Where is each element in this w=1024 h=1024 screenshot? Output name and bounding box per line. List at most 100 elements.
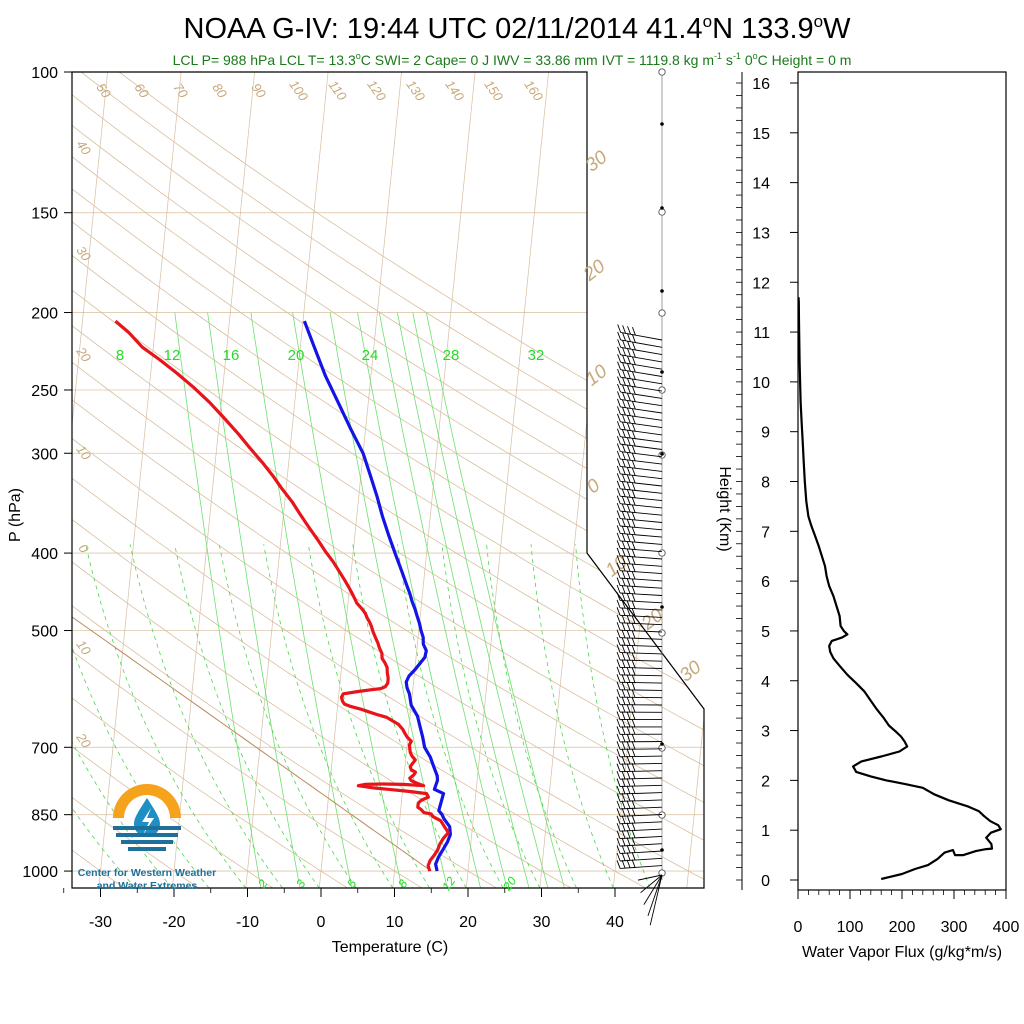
mixing-ratio-line (250, 312, 353, 888)
mixing-ratio-line (396, 312, 530, 888)
isotherm-line (98, 72, 182, 888)
skewt-background (72, 72, 842, 888)
y-tick-label: 500 (31, 624, 58, 641)
wind-barb (616, 755, 663, 765)
moist-adiabat-line (263, 544, 394, 888)
flux-profile-line (798, 297, 1002, 881)
x-tick-label: -10 (236, 914, 259, 931)
height-tick-label: 1 (761, 823, 770, 840)
x-tick-label: 30 (533, 914, 551, 931)
dry-adiabat-line (72, 72, 704, 888)
skewt-frame (71, 71, 705, 889)
mixing-ratio-line (425, 312, 565, 888)
flux-x-tick-label: 100 (837, 919, 864, 936)
height-tick-label: 7 (761, 524, 770, 541)
mixing-ratio-line (357, 312, 481, 888)
x-tick-label: -30 (89, 914, 112, 931)
barb-level-dot (660, 452, 664, 456)
dry-adiabat-line (72, 72, 423, 888)
height-tick-label: 3 (761, 724, 770, 741)
y-tick-label: 100 (31, 65, 58, 82)
moist-adiabat-line (218, 544, 357, 888)
wind-barb (616, 748, 663, 758)
x-tick-label: 40 (606, 914, 624, 931)
isotherm-line (465, 72, 549, 888)
dry-adiabat-line (72, 72, 704, 888)
isotherm-right-label: 30 (582, 147, 612, 177)
wind-barb (616, 488, 663, 502)
wind-barb (616, 465, 663, 480)
y-tick-label: 250 (31, 383, 58, 400)
wind-barb (649, 874, 663, 926)
barb-level-marker (658, 549, 666, 557)
moist-adiabat-line (397, 544, 504, 888)
wind-barb (616, 480, 663, 494)
height-tick-label: 0 (761, 873, 770, 890)
barb-level-marker (658, 386, 666, 394)
mixing-ratio-bottom-label: 2 (254, 877, 270, 892)
wind-barb (617, 398, 663, 414)
dry-adiabat-line (72, 72, 704, 888)
dry-adiabat-line (72, 72, 704, 888)
flux-x-tick-label: 200 (889, 919, 916, 936)
dry-adiabat-line (118, 72, 704, 888)
dry-adiabat-label: 100 (286, 77, 311, 104)
wind-barb (640, 874, 663, 894)
mixing-ratio-label: 16 (223, 347, 240, 364)
mixing-ratio-label: 12 (164, 347, 181, 364)
dry-adiabat-line (72, 72, 704, 888)
chart-title: NOAA G-IV: 19:44 UTC 02/11/2014 41.4oN 1… (184, 12, 852, 45)
height-tick-label: 5 (761, 624, 770, 641)
moist-adiabat-line (307, 544, 430, 888)
temperature-profile-line (302, 320, 452, 872)
wind-barb (616, 740, 663, 750)
barb-level-marker (658, 68, 666, 76)
wind-barb (616, 517, 663, 531)
barb-level-dot (660, 206, 664, 210)
isotherm-line (392, 72, 476, 888)
mixing-ratio-line (292, 312, 403, 888)
height-tick-label: 2 (761, 773, 770, 790)
isotherm-line (686, 72, 704, 888)
logo-wave-icon (113, 826, 181, 830)
mixing-ratio-bottom-label: 12 (439, 874, 458, 893)
y-tick-label: 1000 (22, 864, 58, 881)
isotherm-left-label: 0 (75, 541, 92, 556)
dry-adiabat-line (72, 72, 497, 888)
moist-adiabat-line (575, 544, 651, 888)
wind-barb (616, 443, 663, 458)
wind-barb (616, 502, 663, 516)
y-tick-label: 850 (31, 808, 58, 825)
isotherm-line (760, 72, 842, 888)
barb-level-dot (660, 605, 664, 609)
dry-adiabat-label: 90 (248, 80, 269, 101)
x-axis-label: Temperature (C) (332, 939, 448, 956)
dry-adiabat-line (72, 72, 704, 888)
dry-adiabat-line (72, 72, 704, 888)
height-tick-label: 4 (761, 674, 770, 691)
dry-adiabat-line (72, 72, 704, 888)
dry-adiabat-line (72, 72, 704, 888)
x-tick-label: 20 (459, 914, 477, 931)
y-tick-label: 300 (31, 446, 58, 463)
wind-barb (616, 450, 663, 465)
wind-barb (616, 495, 663, 509)
wind-barb (616, 473, 663, 487)
wind-barbs (616, 68, 666, 926)
isotherm-right-label: 0 (583, 475, 605, 498)
height-tick-label: 13 (752, 225, 770, 242)
barb-level-dot (660, 742, 664, 746)
height-tick-label: 12 (752, 275, 770, 292)
isotherm-left-label: 10 (73, 442, 94, 463)
mixing-ratio-label: 28 (443, 347, 460, 364)
moist-adiabat-line (441, 544, 541, 888)
wind-barb (647, 874, 663, 917)
mixing-ratio-label: 24 (362, 347, 379, 364)
logo-line-2: and Water Extremes (97, 880, 198, 892)
x-tick-label: -20 (162, 914, 185, 931)
mixing-ratio-line (378, 312, 508, 888)
flux-x-tick-label: 400 (993, 919, 1020, 936)
wind-barb (616, 859, 663, 869)
